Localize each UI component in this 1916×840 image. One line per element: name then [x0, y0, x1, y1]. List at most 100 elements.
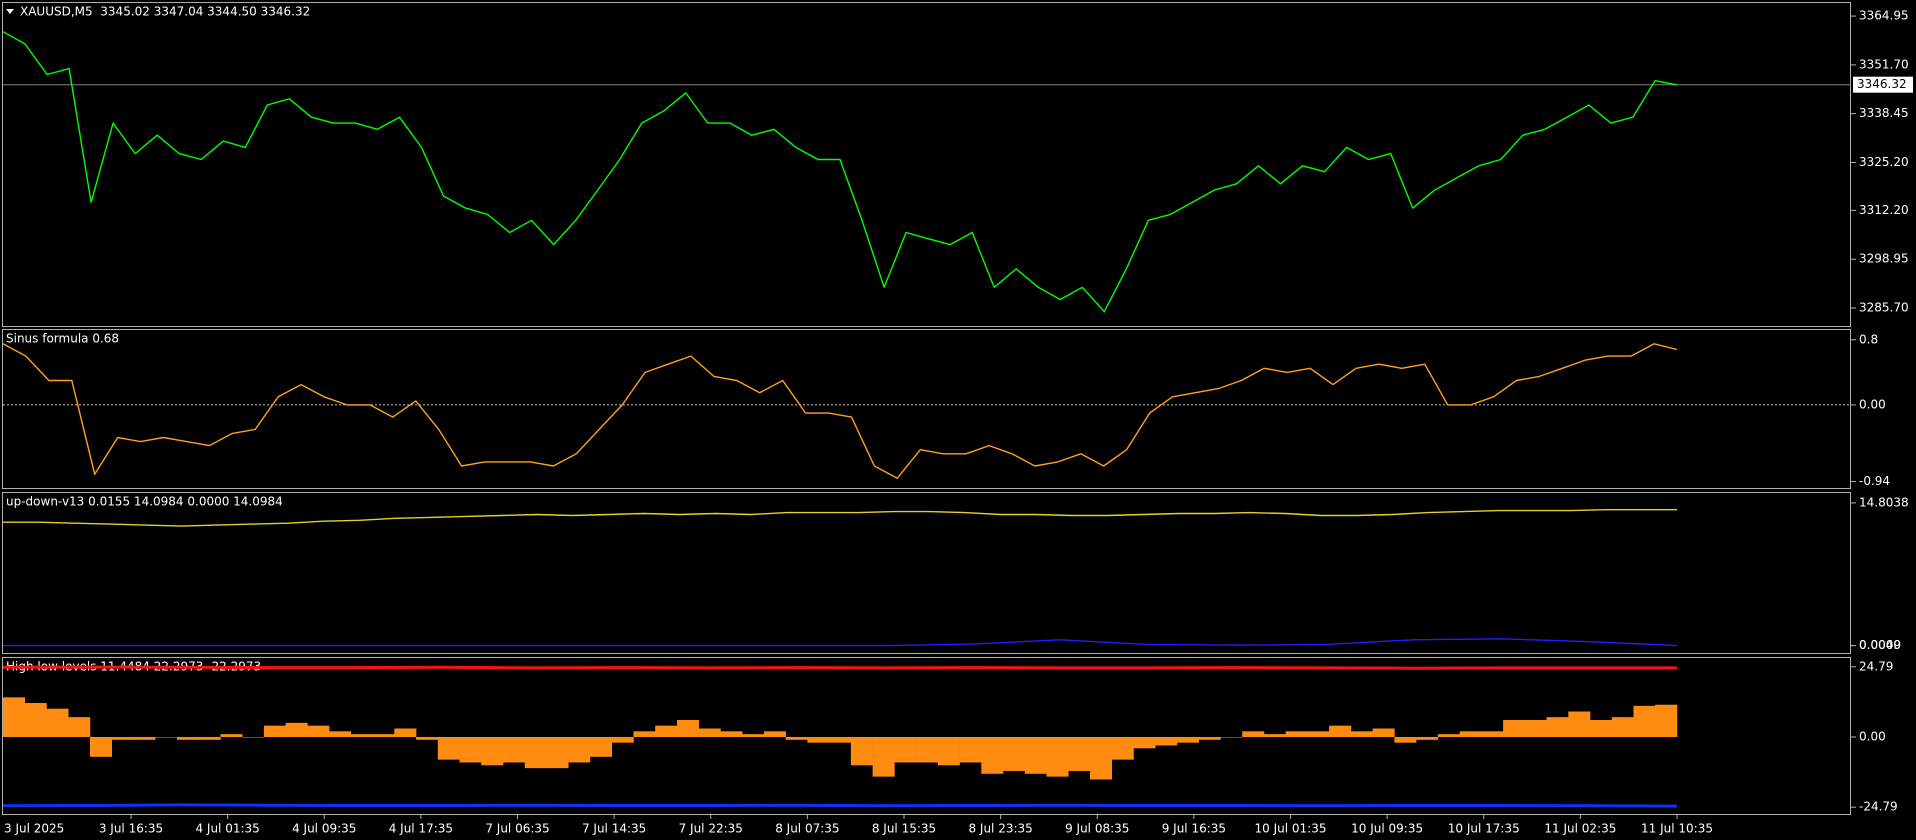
- histogram-bar: [133, 736, 156, 740]
- x-tick-label: 11 Jul 10:35: [1641, 822, 1713, 836]
- series-line: [3, 509, 1677, 527]
- histogram-bar: [720, 731, 743, 737]
- histogram-bar: [1633, 705, 1656, 737]
- histogram-bar: [1133, 736, 1156, 749]
- y-tick-label: 3338.45: [1859, 106, 1909, 120]
- histogram-bar: [1003, 736, 1026, 771]
- histogram-bar: [1611, 717, 1634, 737]
- histogram-bar: [1024, 736, 1047, 774]
- main-panel: [2, 2, 1851, 327]
- x-tick-label: 3 Jul 2025: [4, 822, 64, 836]
- y-tick-label: 0.0049: [1859, 638, 1901, 652]
- histogram-bar: [807, 736, 830, 743]
- series-line: [2, 343, 1678, 479]
- histogram-bar: [1350, 731, 1373, 737]
- histogram-bar: [1198, 736, 1221, 740]
- updown-panel: [2, 492, 1851, 654]
- histogram-bar: [959, 736, 982, 763]
- histogram-bar: [46, 708, 69, 737]
- y-tick-label: 3298.95: [1859, 252, 1909, 266]
- histogram-bar: [89, 736, 113, 757]
- histogram-bar: [1546, 717, 1569, 737]
- histogram-bar: [3, 697, 26, 737]
- histogram-bar: [894, 736, 917, 763]
- x-tick-label: 7 Jul 06:35: [485, 822, 549, 836]
- histogram-bar: [263, 725, 286, 737]
- x-tick-label: 8 Jul 07:35: [775, 822, 839, 836]
- histogram-bar: [568, 736, 591, 763]
- histogram-bar: [1394, 736, 1417, 743]
- price-label: 3346.32: [1857, 77, 1907, 91]
- histogram-bar: [1372, 728, 1395, 737]
- histogram-bar: [937, 736, 960, 766]
- x-tick-label: 7 Jul 22:35: [679, 822, 743, 836]
- price-box: [1853, 76, 1913, 93]
- histogram-bar: [1416, 736, 1439, 740]
- x-tick-label: 9 Jul 16:35: [1162, 822, 1226, 836]
- y-tick-label: 0.0000: [1859, 638, 1901, 652]
- histogram-bar: [546, 736, 569, 769]
- x-tick-label: 4 Jul 17:35: [389, 822, 453, 836]
- symbol-menu-icon[interactable]: [6, 9, 14, 14]
- histogram-bar: [589, 736, 613, 757]
- histogram-bar: [1220, 736, 1243, 738]
- histogram-bar: [394, 728, 417, 737]
- histogram-bar: [176, 736, 199, 740]
- histogram-bar: [1068, 736, 1091, 771]
- y-tick-label: 0.00: [1859, 397, 1886, 411]
- histogram-bar: [850, 736, 873, 766]
- x-tick-label: 4 Jul 09:35: [292, 822, 356, 836]
- histogram-bar: [459, 736, 482, 763]
- y-tick-label: -0.94: [1859, 474, 1890, 488]
- histogram-bar: [24, 703, 47, 737]
- histogram-bar: [981, 736, 1004, 774]
- x-tick-label: 8 Jul 15:35: [872, 822, 936, 836]
- histogram-bar: [655, 725, 678, 737]
- y-tick-label: 0.00: [1859, 729, 1886, 743]
- histogram-bar: [329, 731, 352, 737]
- panel-title: XAUUSD,M5 3345.02 3347.04 3344.50 3346.3…: [20, 5, 310, 19]
- histogram-bar: [1437, 734, 1460, 737]
- histogram-bar: [155, 736, 178, 738]
- panel-title: up-down-v13 0.0155 14.0984 0.0000 14.098…: [6, 495, 283, 509]
- histogram-bar: [916, 736, 939, 763]
- histogram-bar: [1263, 734, 1286, 737]
- histogram-bar: [763, 731, 786, 737]
- y-tick-label: 24.79: [1859, 659, 1893, 673]
- histogram-bar: [1046, 736, 1069, 777]
- histogram-bar: [68, 717, 91, 737]
- histogram-bar: [524, 736, 547, 769]
- histogram-bar: [285, 722, 308, 737]
- histogram-bar: [742, 734, 765, 737]
- sinus-panel: [2, 329, 1851, 489]
- y-tick-label: 0.8: [1859, 332, 1878, 346]
- y-tick-label: -24.79: [1859, 800, 1898, 814]
- histogram-bar: [1307, 731, 1330, 737]
- x-tick-label: 4 Jul 01:35: [195, 822, 259, 836]
- histogram-bar: [1459, 731, 1482, 737]
- x-tick-label: 10 Jul 01:35: [1255, 822, 1327, 836]
- histogram-bar: [1568, 711, 1591, 737]
- histogram-bar: [676, 720, 699, 737]
- histogram-bar: [1176, 736, 1200, 743]
- y-tick-label: 14.8038: [1859, 495, 1909, 509]
- histogram-bar: [785, 736, 808, 740]
- histogram-bar: [111, 736, 134, 740]
- histogram-bar: [1503, 720, 1526, 737]
- y-tick-label: 3351.70: [1859, 57, 1909, 71]
- x-tick-label: 9 Jul 08:35: [1065, 822, 1129, 836]
- histogram-bar: [698, 728, 721, 737]
- panel-title: Sinus formula 0.68: [6, 332, 119, 346]
- x-tick-label: 11 Jul 02:35: [1544, 822, 1616, 836]
- x-tick-label: 7 Jul 14:35: [582, 822, 646, 836]
- histogram-bar: [872, 736, 895, 777]
- histogram-bar: [307, 725, 330, 737]
- histogram-bar: [1155, 736, 1178, 746]
- highlow-panel: [2, 657, 1851, 815]
- y-tick-label: 3364.95: [1859, 9, 1909, 23]
- series-line: [3, 638, 1678, 647]
- series-line: [2, 803, 1678, 808]
- histogram-bar: [633, 731, 656, 737]
- histogram-bar: [503, 736, 526, 763]
- x-tick-label: 3 Jul 16:35: [99, 822, 163, 836]
